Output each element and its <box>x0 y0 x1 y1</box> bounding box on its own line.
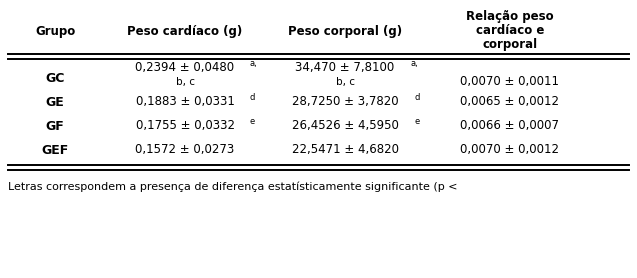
Text: Grupo: Grupo <box>35 24 75 38</box>
Text: 34,470 ± 7,8100: 34,470 ± 7,8100 <box>296 61 395 75</box>
Text: 0,1755 ± 0,0332: 0,1755 ± 0,0332 <box>136 120 234 133</box>
Text: GE: GE <box>46 96 64 108</box>
Text: 0,0065 ± 0,0012: 0,0065 ± 0,0012 <box>461 96 559 108</box>
Text: 0,0066 ± 0,0007: 0,0066 ± 0,0007 <box>461 120 559 133</box>
Text: b, c: b, c <box>176 77 194 87</box>
Text: Peso corporal (g): Peso corporal (g) <box>288 24 402 38</box>
Text: 0,0070 ± 0,0011: 0,0070 ± 0,0011 <box>461 76 559 88</box>
Text: b, c: b, c <box>336 77 355 87</box>
Text: Relação peso: Relação peso <box>466 10 554 23</box>
Text: e: e <box>415 117 420 126</box>
Text: 0,1883 ± 0,0331: 0,1883 ± 0,0331 <box>136 96 234 108</box>
Text: GEF: GEF <box>41 143 69 157</box>
Text: a,: a, <box>410 59 418 68</box>
Text: 0,1572 ± 0,0273: 0,1572 ± 0,0273 <box>136 143 234 157</box>
Text: Letras correspondem a presença de diferença estatísticamente significante (p <: Letras correspondem a presença de difere… <box>8 182 457 192</box>
Text: d: d <box>250 93 255 102</box>
Text: 28,7250 ± 3,7820: 28,7250 ± 3,7820 <box>292 96 398 108</box>
Text: 22,5471 ± 4,6820: 22,5471 ± 4,6820 <box>292 143 399 157</box>
Text: 0,0070 ± 0,0012: 0,0070 ± 0,0012 <box>461 143 559 157</box>
Text: 0,2394 ± 0,0480: 0,2394 ± 0,0480 <box>136 61 234 75</box>
Text: corporal: corporal <box>482 38 538 51</box>
Text: Peso cardíaco (g): Peso cardíaco (g) <box>127 24 243 38</box>
Text: GC: GC <box>45 71 65 85</box>
Text: e: e <box>250 117 255 126</box>
Text: a,: a, <box>250 59 258 68</box>
Text: d: d <box>415 93 420 102</box>
Text: 26,4526 ± 4,5950: 26,4526 ± 4,5950 <box>292 120 398 133</box>
Text: GF: GF <box>46 120 64 133</box>
Text: cardíaco e: cardíaco e <box>476 24 544 37</box>
